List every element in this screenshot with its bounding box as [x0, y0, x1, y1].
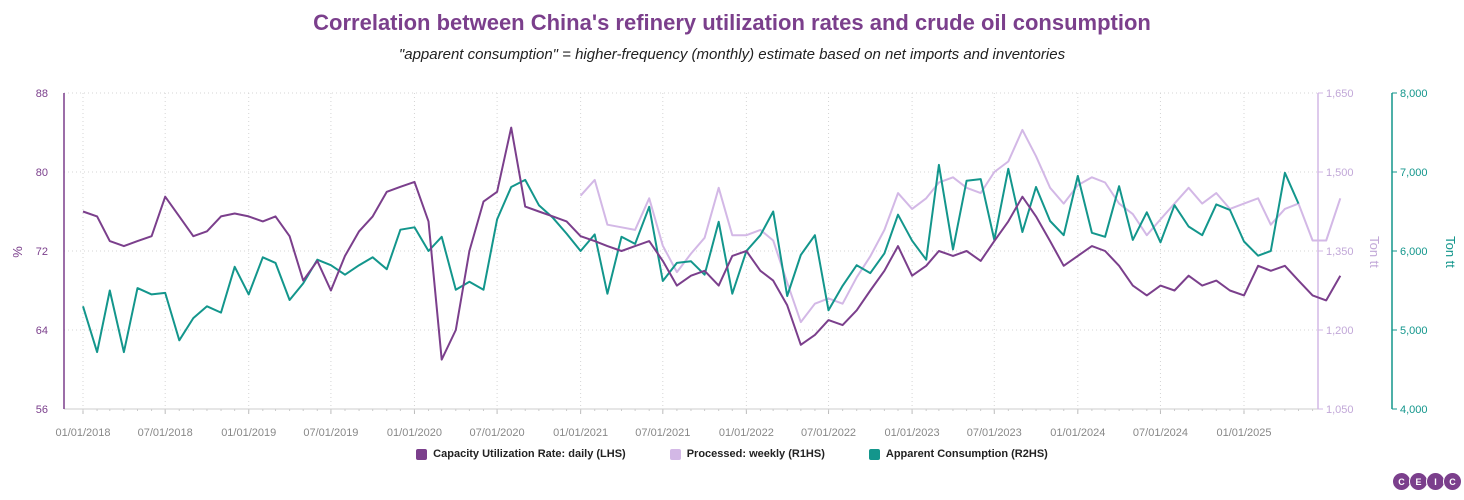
right2-tick-label: 5,000 — [1400, 325, 1428, 337]
x-tick-label: 01/01/2022 — [719, 427, 774, 439]
logo-letter-c2: C — [1443, 472, 1462, 491]
x-tick-label: 07/01/2018 — [138, 427, 193, 439]
legend-swatch-utilization — [416, 448, 428, 460]
axes: 01/01/2018 07/01/2018 01/01/2019 07/01/2019… — [10, 88, 1458, 439]
grid — [64, 92, 1318, 410]
x-tick-label: 01/01/2019 — [221, 427, 276, 439]
left-tick-label: 88 — [36, 88, 48, 100]
legend-item-processed[interactable]: Processed: weekly (R1HS) — [669, 448, 825, 460]
right2-tick-label: 7,000 — [1400, 167, 1428, 179]
logo-letter-c1: C — [1392, 472, 1411, 491]
right2-tick-label: 6,000 — [1400, 246, 1428, 258]
right2-axis-title: Ton tt — [1443, 236, 1458, 268]
left-tick-label: 56 — [36, 404, 48, 416]
line-chart: 01/01/2018 07/01/2018 01/01/2019 07/01/2019… — [10, 88, 1458, 439]
x-tick-label: 07/01/2019 — [303, 427, 358, 439]
x-tick-label: 01/01/2018 — [55, 427, 110, 439]
legend: Capacity Utilization Rate: daily (LHS) P… — [0, 448, 1464, 460]
x-tick-label: 01/01/2024 — [1050, 427, 1105, 439]
legend-label-processed: Processed: weekly (R1HS) — [686, 448, 825, 460]
series-line-utilization — [82, 126, 1342, 361]
right1-tick-label: 1,650 — [1326, 88, 1354, 100]
ceic-logo: C E I C — [1392, 472, 1462, 491]
legend-swatch-consumption — [868, 448, 880, 460]
left-tick-label: 64 — [36, 325, 48, 337]
chart-title: Correlation between China's refinery uti… — [313, 10, 1151, 35]
x-tick-label: 07/01/2023 — [967, 427, 1022, 439]
legend-swatch-processed — [669, 448, 681, 460]
right1-tick-label: 1,350 — [1326, 246, 1354, 258]
series-group — [82, 126, 1342, 361]
x-tick-label: 01/01/2020 — [387, 427, 442, 439]
legend-label-consumption: Apparent Consumption (R2HS) — [885, 448, 1048, 460]
legend-item-utilization[interactable]: Capacity Utilization Rate: daily (LHS) — [416, 448, 626, 460]
right1-tick-label: 1,500 — [1326, 167, 1354, 179]
chart-subtitle: "apparent consumption" = higher-frequenc… — [398, 46, 1066, 63]
x-tick-label: 07/01/2024 — [1133, 427, 1188, 439]
legend-label-utilization: Capacity Utilization Rate: daily (LHS) — [433, 448, 626, 460]
right1-tick-label: 1,200 — [1326, 325, 1354, 337]
x-tick-label: 01/01/2021 — [553, 427, 608, 439]
x-tick-label: 07/01/2020 — [470, 427, 525, 439]
series-line-processed — [579, 128, 1342, 324]
right2-tick-label: 8,000 — [1400, 88, 1428, 100]
left-tick-label: 72 — [36, 246, 48, 258]
legend-item-consumption[interactable]: Apparent Consumption (R2HS) — [868, 448, 1048, 460]
x-tick-label: 01/01/2023 — [885, 427, 940, 439]
left-tick-label: 80 — [36, 167, 48, 179]
right1-axis-title: Ton tt — [1367, 236, 1382, 268]
left-axis-title: % — [10, 246, 25, 258]
series-line-consumption — [82, 163, 1300, 354]
right1-tick-label: 1,050 — [1326, 404, 1354, 416]
right2-tick-label: 4,000 — [1400, 404, 1428, 416]
x-tick-label: 07/01/2022 — [801, 427, 856, 439]
x-tick-label: 07/01/2021 — [635, 427, 690, 439]
x-tick-label: 01/01/2025 — [1216, 427, 1271, 439]
